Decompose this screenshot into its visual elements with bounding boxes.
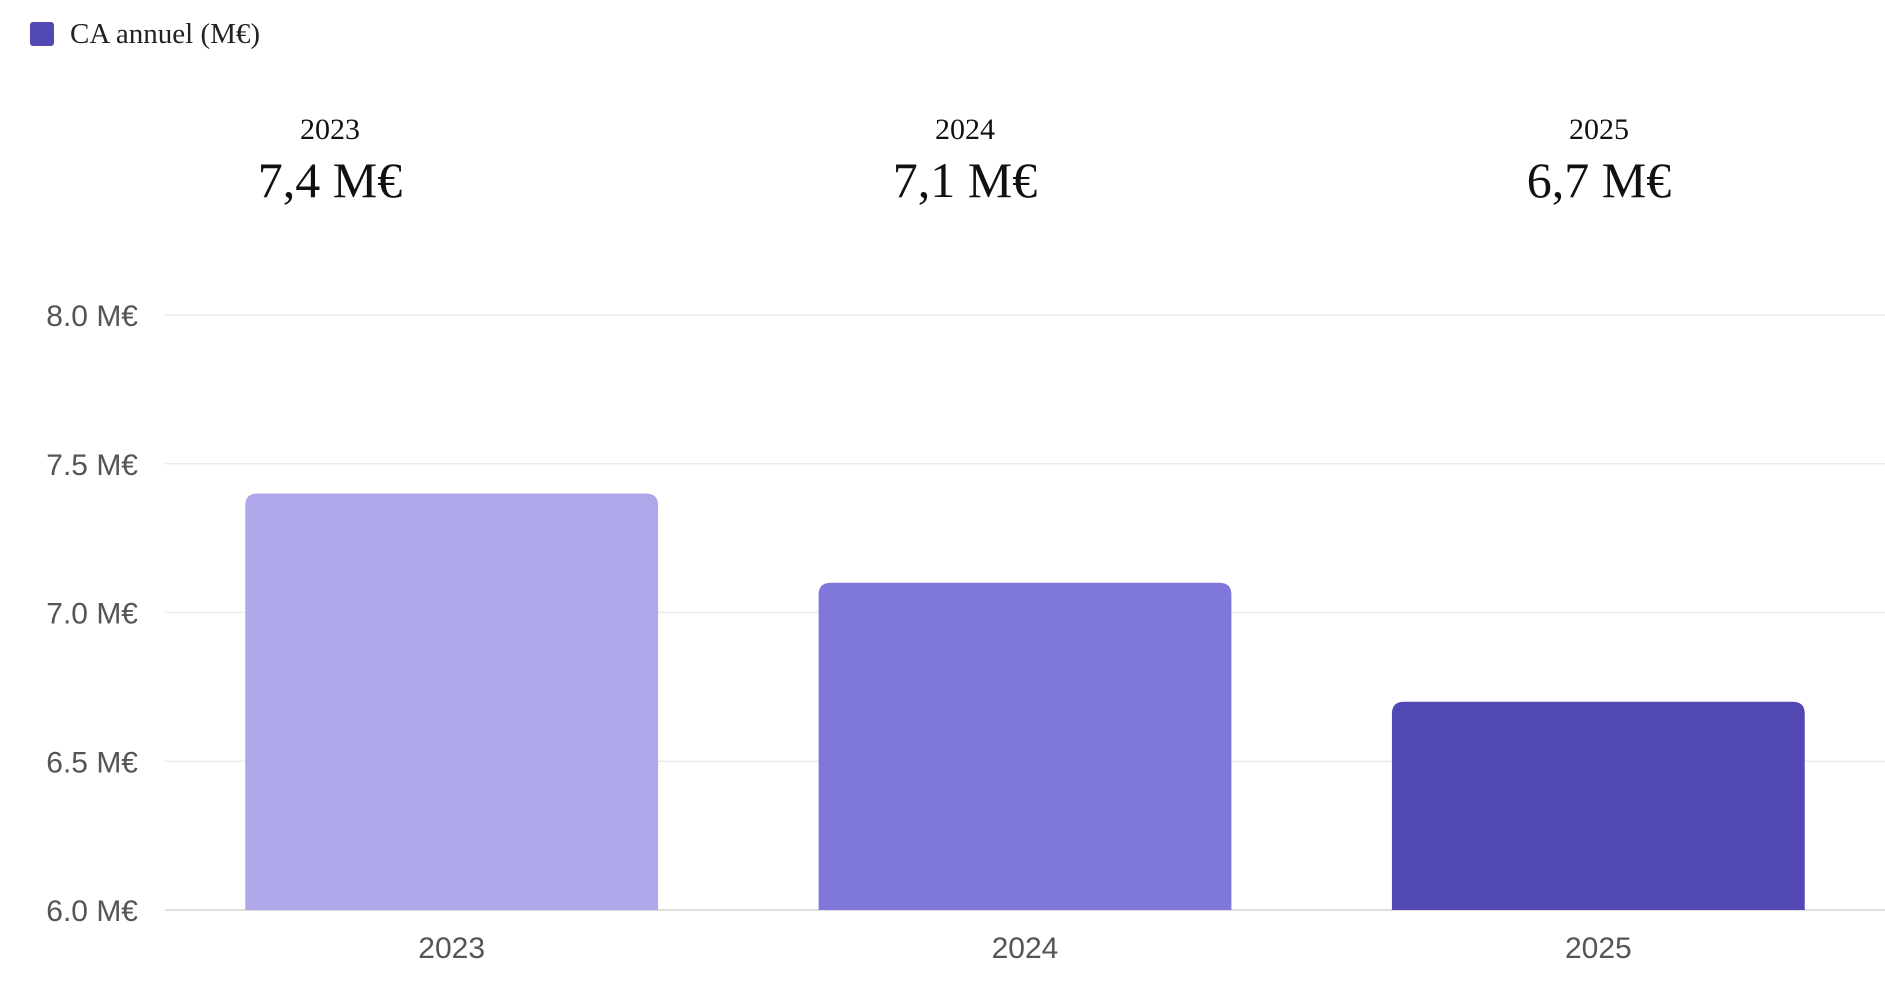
x-tick-label: 2024 [992,932,1059,965]
kpi-2024: 2024 7,1 M€ [765,112,1165,210]
kpi-year: 2024 [935,113,995,146]
bar-2024 [818,582,1232,910]
y-tick-label: 8.0 M€ [46,300,138,333]
x-tick-label: 2025 [1565,932,1632,965]
kpi-2023: 2023 7,4 M€ [130,112,530,210]
bar-2025 [1391,701,1805,910]
kpi-value: 6,7 M€ [1526,152,1672,208]
kpi-value: 7,1 M€ [892,152,1038,208]
y-tick-label: 7.5 M€ [46,449,138,482]
x-tick-label: 2023 [418,932,485,965]
y-tick-label: 6.5 M€ [46,746,138,779]
kpi-2025: 2025 6,7 M€ [1399,112,1799,210]
bar-2023 [245,493,659,910]
y-tick-label: 6.0 M€ [46,895,138,928]
kpi-value: 7,4 M€ [257,152,403,208]
legend-swatch [30,22,54,46]
y-tick-label: 7.0 M€ [46,598,138,631]
legend: CA annuel (M€) [30,14,260,54]
kpi-year: 2025 [1569,113,1629,146]
kpi-year: 2023 [300,113,360,146]
legend-label: CA annuel (M€) [70,17,261,50]
